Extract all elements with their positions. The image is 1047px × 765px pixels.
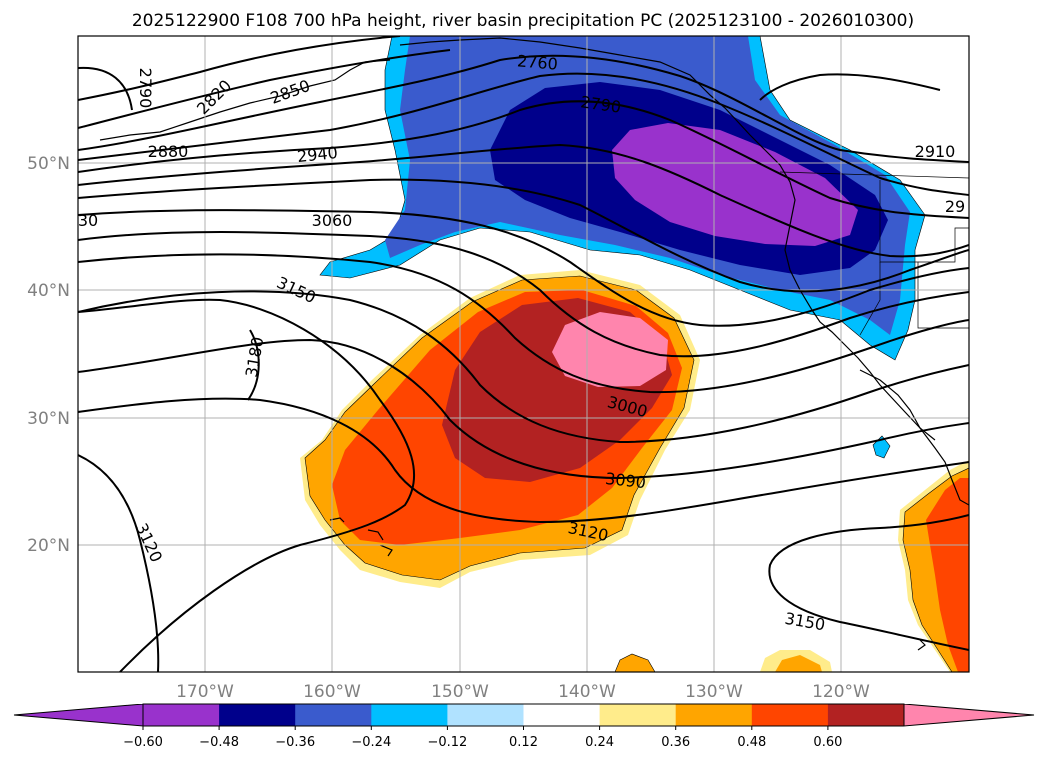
colorbar-extend-high — [904, 704, 1034, 726]
contour-label: 30 — [78, 211, 98, 230]
colorbar-segment — [751, 704, 829, 726]
anomaly-east-red — [926, 478, 969, 672]
colorbar-segment — [599, 704, 677, 726]
colorbar-tick-label: −0.36 — [275, 735, 315, 750]
height-contours — [78, 36, 969, 672]
map-frame — [77, 35, 970, 673]
colorbar-segment — [143, 704, 220, 726]
contour-label: 2790 — [136, 68, 155, 109]
colorbar-outline — [13, 703, 1035, 727]
colorbar-segment — [827, 704, 905, 726]
contour-label: 3060 — [312, 211, 353, 230]
anomaly-bottom-orange-2 — [775, 655, 822, 672]
contour-label: 2760 — [516, 51, 558, 73]
colorbar-tick-label: 0.36 — [661, 735, 690, 750]
colorbar-extend-low — [14, 704, 143, 726]
lon-label-160: 160°W — [303, 682, 361, 702]
colorbar-tick-label: −0.48 — [199, 735, 239, 750]
contour-label: 3090 — [604, 469, 646, 492]
lon-label-140: 140°W — [558, 682, 616, 702]
lat-label-50: 50°N — [27, 154, 70, 174]
figure-title: 2025122900 F108 700 hPa height, river ba… — [132, 11, 914, 31]
lat-label-40: 40°N — [27, 281, 70, 301]
lon-label-130: 130°W — [685, 682, 743, 702]
colorbar-segment — [371, 704, 448, 726]
anomaly-pink — [552, 312, 668, 387]
anomaly-bottom-orange — [614, 653, 656, 672]
map-plot: 2760 2790 2790 2820 2850 2880 2910 29 29… — [78, 36, 969, 672]
contour-label: 2940 — [296, 143, 338, 166]
lon-label-150: 150°W — [431, 682, 489, 702]
contour-label: 2910 — [915, 142, 956, 161]
contour-labels: 2760 2790 2790 2820 2850 2880 2910 29 29… — [78, 51, 965, 634]
contour-label: 2880 — [148, 142, 189, 161]
lat-label-20: 20°N — [27, 536, 70, 556]
longitude-labels: 170°W 160°W 150°W 140°W 130°W 120°W — [176, 682, 870, 702]
lon-label-120: 120°W — [812, 682, 870, 702]
colorbar-tick-label: 0.48 — [737, 735, 766, 750]
colorbar-segment — [219, 704, 296, 726]
colorbar-tick-label: −0.12 — [427, 735, 467, 750]
contour-label: 29 — [945, 197, 965, 216]
latitude-labels: 50°N 40°N 30°N 20°N — [27, 154, 70, 556]
colorbar-tick-label: 0.24 — [585, 735, 614, 750]
colorbar: −0.60 −0.48 −0.36 −0.24 −0.12 0.12 0.24 0.36 0.4… — [13, 703, 1035, 750]
lon-label-170: 170°W — [176, 682, 234, 702]
colorbar-segment — [523, 704, 601, 726]
lat-label-30: 30°N — [27, 409, 70, 429]
colorbar-tick-label: −0.24 — [351, 735, 391, 750]
colorbar-segment — [295, 704, 372, 726]
colorbar-segment — [447, 704, 524, 726]
colorbar-tick-label: −0.60 — [123, 735, 163, 750]
colorbar-segment — [675, 704, 753, 726]
anomaly-purple — [612, 123, 858, 246]
colorbar-tick-label: 0.12 — [509, 735, 538, 750]
colorbar-tick-label: 0.60 — [813, 735, 842, 750]
